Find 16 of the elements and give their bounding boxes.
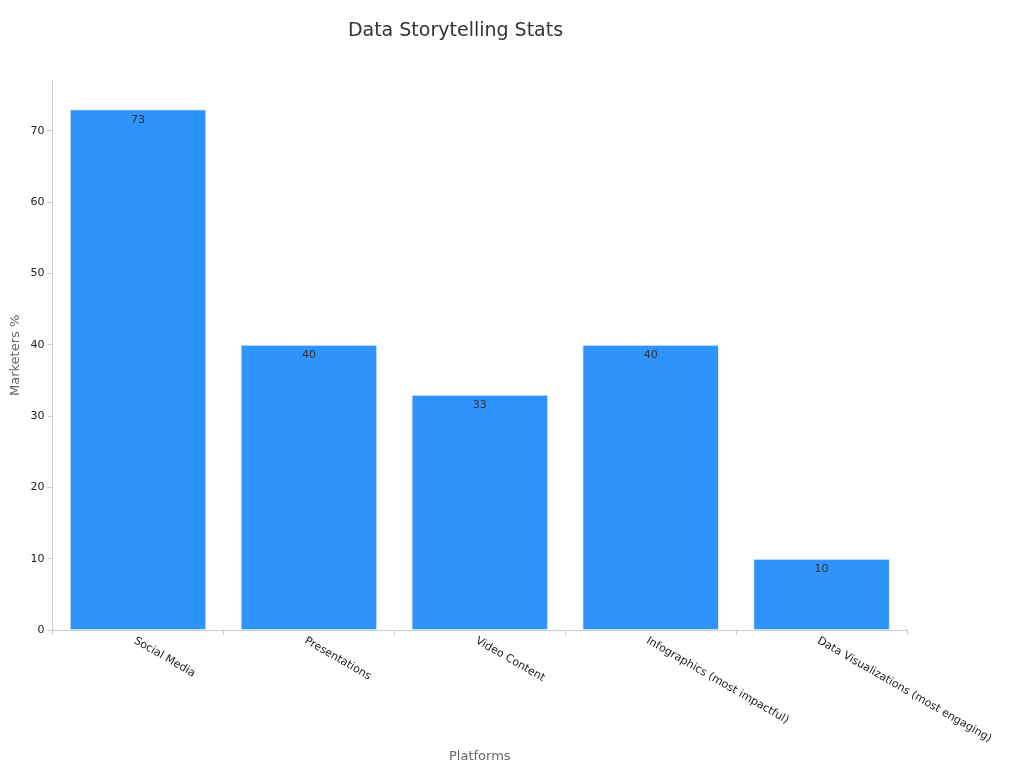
chart-title: Data Storytelling Stats bbox=[347, 18, 564, 41]
y-tick-label: 50 bbox=[30, 266, 45, 280]
data-label: 40 bbox=[643, 348, 658, 362]
y-tick-label: 0 bbox=[37, 622, 45, 636]
y-tick-label: 70 bbox=[30, 123, 45, 137]
data-label: 40 bbox=[301, 348, 316, 362]
y-tick-label: 40 bbox=[30, 337, 45, 351]
x-axis-title: Platforms bbox=[448, 747, 511, 763]
y-tick-label: 20 bbox=[30, 480, 45, 494]
data-label: 33 bbox=[472, 397, 487, 411]
y-axis-title: Marketers % bbox=[7, 314, 23, 397]
y-tick-label: 60 bbox=[30, 194, 45, 208]
y-tick-label: 30 bbox=[30, 408, 45, 422]
data-label: 10 bbox=[814, 562, 829, 576]
y-tick-label: 10 bbox=[30, 551, 45, 565]
data-label: 73 bbox=[131, 112, 146, 126]
